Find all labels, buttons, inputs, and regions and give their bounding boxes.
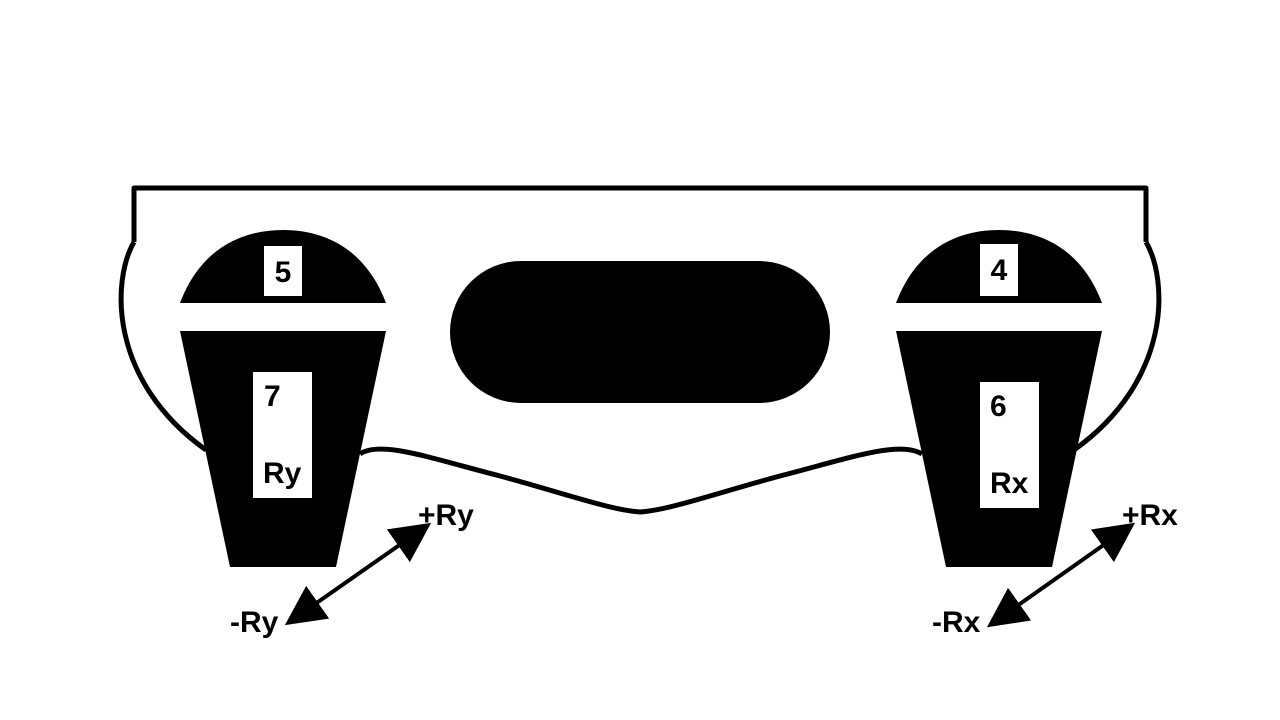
left-minus-label: -Ry	[230, 606, 279, 639]
left-bumper-label: 5	[275, 256, 292, 289]
right-minus-label: -Rx	[932, 606, 981, 639]
right-trigger-number: 6	[990, 390, 1007, 423]
right-trigger-axis: Rx	[990, 467, 1029, 500]
right-plus-label: +Rx	[1122, 499, 1178, 532]
left-plus-label: +Ry	[418, 499, 474, 532]
center-touchpad	[450, 261, 830, 403]
left-trigger-axis: Ry	[263, 457, 302, 490]
left-trigger-number: 7	[264, 380, 281, 413]
right-bumper-label: 4	[991, 254, 1008, 287]
